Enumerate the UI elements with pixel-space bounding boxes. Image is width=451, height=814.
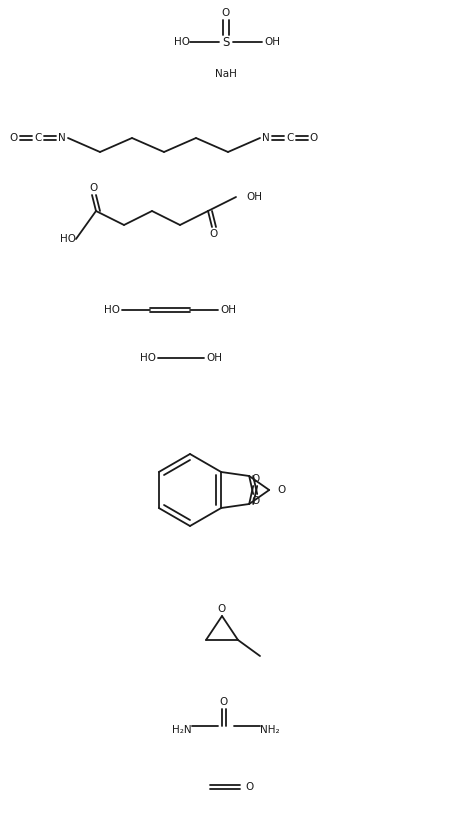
- Text: HO: HO: [174, 37, 189, 47]
- Text: S: S: [222, 36, 229, 49]
- Text: O: O: [217, 604, 226, 614]
- Text: O: O: [90, 183, 98, 193]
- Text: HO: HO: [60, 234, 76, 244]
- Text: H₂N: H₂N: [172, 725, 191, 735]
- Text: O: O: [245, 782, 253, 792]
- Text: O: O: [10, 133, 18, 143]
- Text: HO: HO: [104, 305, 120, 315]
- Text: OH: OH: [220, 305, 235, 315]
- Text: OH: OH: [263, 37, 279, 47]
- Text: O: O: [250, 496, 259, 506]
- Text: O: O: [209, 229, 218, 239]
- Text: OH: OH: [206, 353, 221, 363]
- Text: OH: OH: [245, 192, 262, 202]
- Text: N: N: [58, 133, 66, 143]
- Text: C: C: [34, 133, 41, 143]
- Text: NH₂: NH₂: [260, 725, 279, 735]
- Text: O: O: [221, 8, 230, 18]
- Text: O: O: [219, 697, 228, 707]
- Text: HO: HO: [140, 353, 156, 363]
- Text: N: N: [262, 133, 269, 143]
- Text: NaH: NaH: [215, 69, 236, 79]
- Text: O: O: [276, 485, 285, 495]
- Text: C: C: [285, 133, 293, 143]
- Text: O: O: [309, 133, 318, 143]
- Text: O: O: [250, 474, 259, 484]
